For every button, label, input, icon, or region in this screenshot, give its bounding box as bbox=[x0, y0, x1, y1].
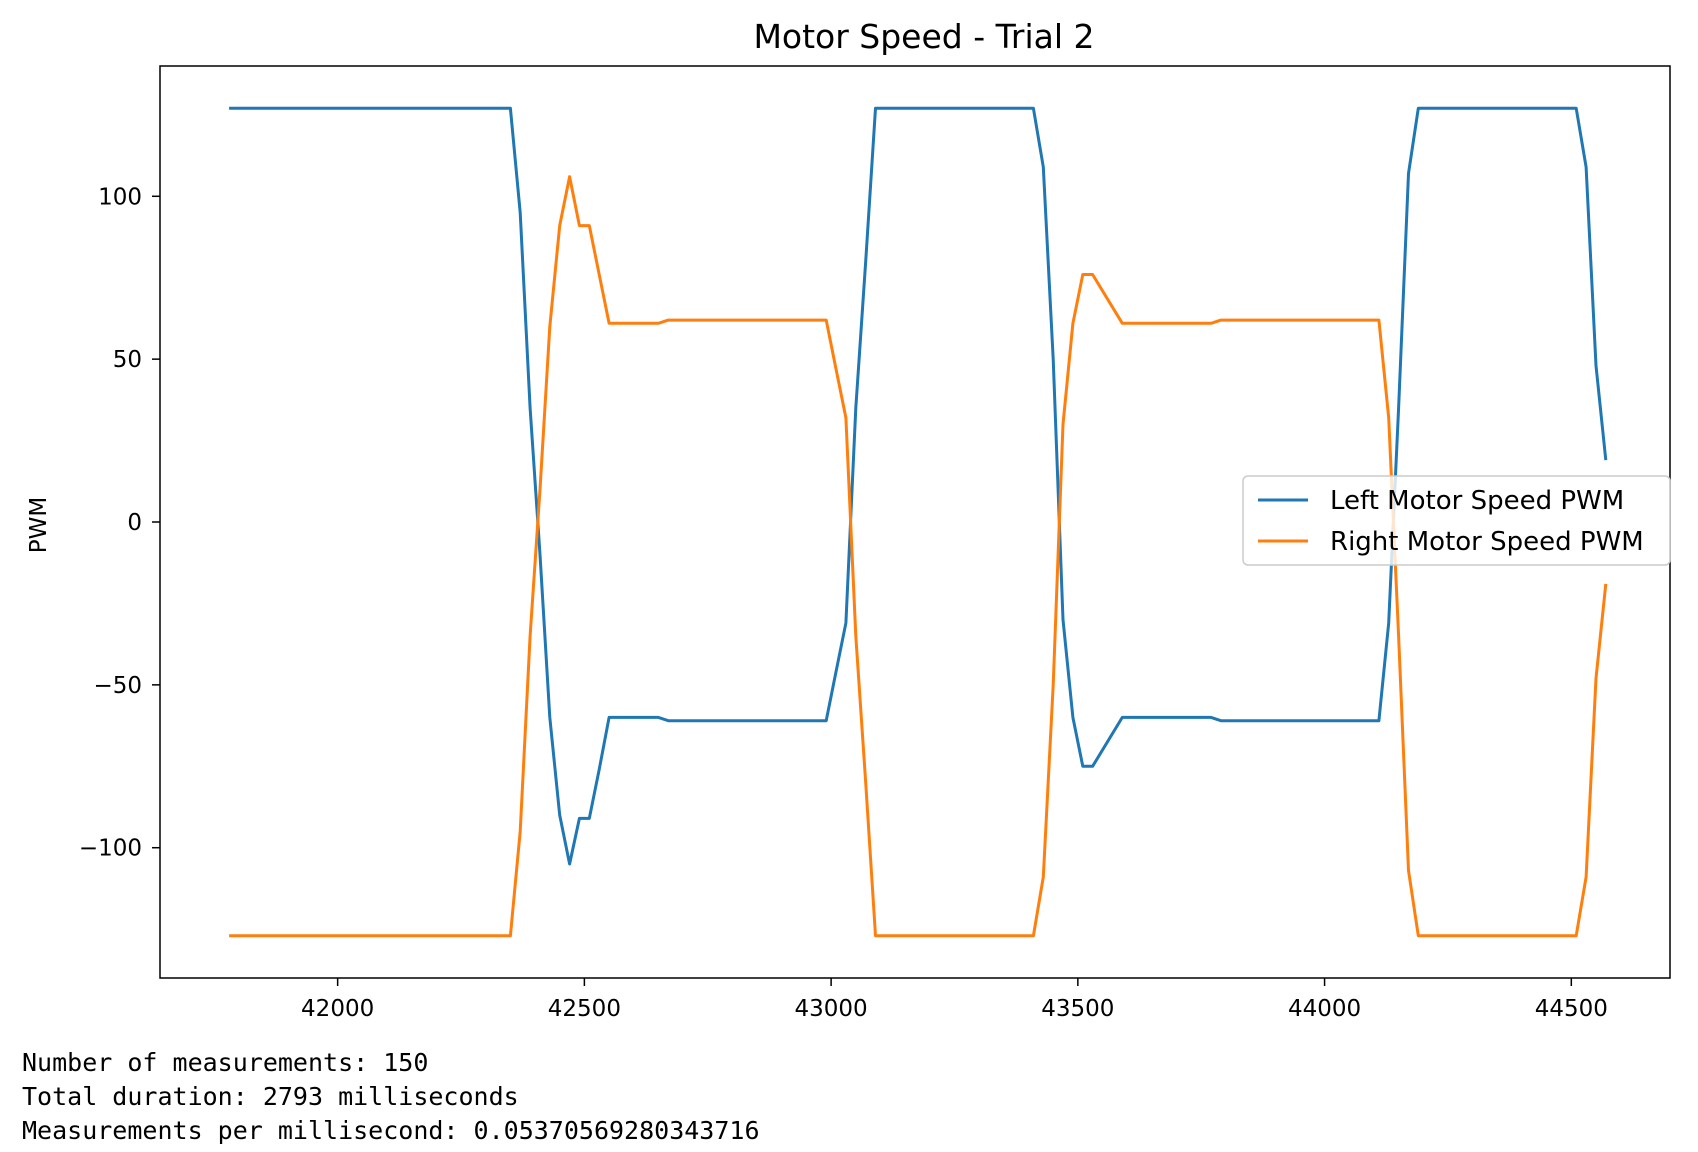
measurement-count-line: Number of measurements: 150 bbox=[22, 1048, 429, 1077]
y-tick-label: 100 bbox=[98, 184, 142, 210]
x-tick-label: 44500 bbox=[1535, 996, 1608, 1022]
chart-title: Motor Speed - Trial 2 bbox=[753, 17, 1094, 56]
x-tick-label: 43500 bbox=[1041, 996, 1114, 1022]
x-tick-label: 44000 bbox=[1288, 996, 1361, 1022]
y-tick-label: −100 bbox=[79, 836, 142, 862]
y-tick-label: 0 bbox=[127, 510, 142, 536]
motor-speed-chart: Motor Speed - Trial 2 42000 42500 43000 435… bbox=[26, 17, 1671, 1022]
rate-line: Measurements per millisecond: 0.05370569… bbox=[22, 1116, 760, 1145]
y-axis-label: PWM bbox=[26, 497, 52, 553]
duration-line: Total duration: 2793 milliseconds bbox=[22, 1082, 519, 1111]
console-output: Number of measurements: 150 Total durati… bbox=[22, 1046, 760, 1148]
y-tick-label: −50 bbox=[93, 673, 142, 699]
legend-box bbox=[1242, 475, 1671, 566]
y-tick-label: 50 bbox=[113, 347, 142, 373]
legend: Left Motor Speed PWM Right Motor Speed P… bbox=[1242, 475, 1671, 566]
legend-label-left: Left Motor Speed PWM bbox=[1330, 486, 1624, 516]
x-tick-label: 42500 bbox=[548, 996, 621, 1022]
legend-label-right: Right Motor Speed PWM bbox=[1330, 527, 1644, 557]
axes: 42000 42500 43000 43500 44000 44500 −100 −50 0 50… bbox=[79, 65, 1671, 1022]
x-tick-label: 42000 bbox=[301, 996, 374, 1022]
x-tick-label: 43000 bbox=[795, 996, 868, 1022]
